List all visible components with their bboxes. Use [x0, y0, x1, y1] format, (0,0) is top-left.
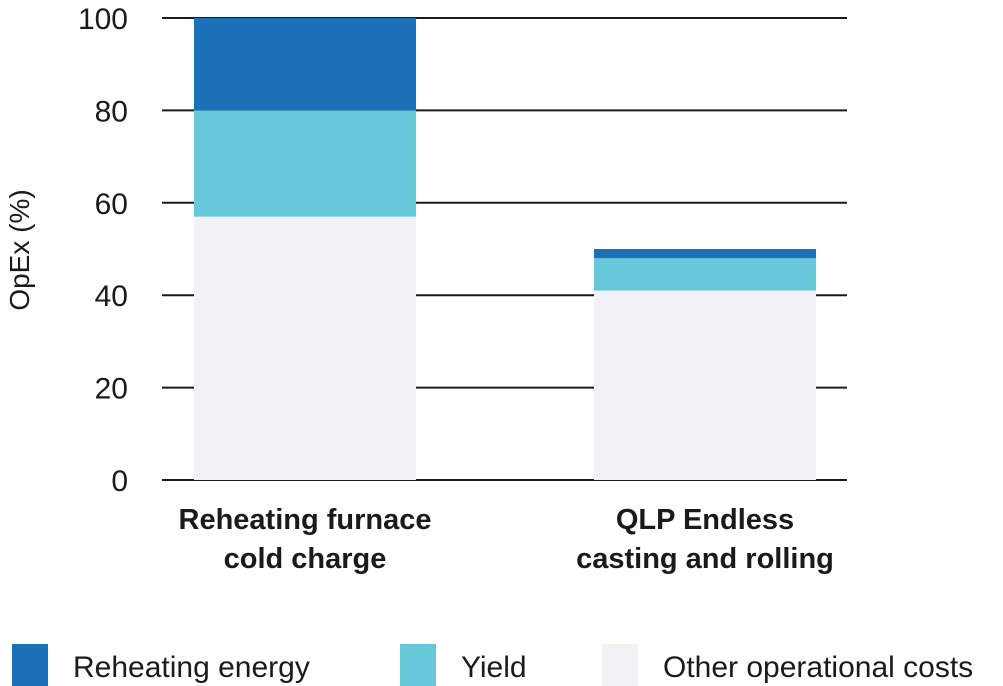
legend: Reheating energy Yield Other operational c…: [12, 644, 973, 686]
x-category-label: QLP Endless: [616, 504, 794, 536]
y-tick-labels: 0 20 40 60 80 100: [78, 3, 128, 498]
y-tick-label: 60: [95, 188, 128, 221]
bars: [194, 18, 816, 480]
bar-yield-2: [594, 258, 816, 291]
y-tick-label: 0: [111, 465, 128, 498]
y-tick-label: 20: [95, 373, 128, 406]
legend-label: Other operational costs: [663, 651, 973, 684]
legend-swatch: [602, 644, 638, 686]
x-category-labels: Reheating furnace cold charge QLP Endless c…: [179, 504, 834, 575]
x-category-label: casting and rolling: [576, 543, 834, 575]
bar-reheating-energy-1: [194, 18, 416, 111]
y-axis-label: OpEx (%): [4, 189, 35, 310]
legend-label: Reheating energy: [73, 651, 310, 684]
legend-swatch: [12, 644, 48, 686]
y-tick-label: 40: [95, 280, 128, 313]
y-tick-label: 80: [95, 95, 128, 128]
y-tick-label: 100: [78, 3, 128, 36]
bar-yield-1: [194, 110, 416, 217]
x-category-label: cold charge: [224, 543, 387, 575]
legend-swatch: [400, 644, 436, 686]
bar-reheating-energy-2: [594, 249, 816, 259]
bar-other-operational-costs-1: [194, 216, 416, 480]
x-category-label: Reheating furnace: [179, 504, 432, 536]
legend-label: Yield: [461, 651, 527, 684]
bar-other-operational-costs-2: [594, 290, 816, 480]
